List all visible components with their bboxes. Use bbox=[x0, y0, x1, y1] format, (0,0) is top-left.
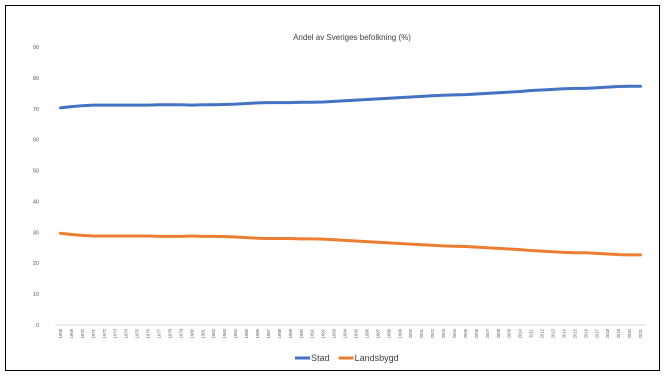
x-tick-label: 1975 bbox=[135, 328, 140, 338]
x-tick-label: 2002 bbox=[430, 328, 435, 338]
y-axis: 0 10 20 30 40 50 60 70 80 90 bbox=[33, 45, 39, 329]
x-tick-label: 1997 bbox=[375, 328, 380, 338]
x-tick-label: 1970 bbox=[80, 328, 85, 338]
y-tick-label: 30 bbox=[33, 230, 39, 236]
x-tick-label: 2001 bbox=[419, 328, 424, 338]
legend-label: Stad bbox=[311, 353, 330, 363]
chart-area: Andel av Sveriges befolkning (%) 0 10 20 30… bbox=[5, 5, 660, 371]
legend: Stad Landsbygd bbox=[295, 353, 399, 363]
x-tick-label: 1969 bbox=[69, 328, 74, 338]
y-tick-label: 80 bbox=[33, 76, 39, 82]
x-tick-label: 1971 bbox=[91, 328, 96, 338]
chart-title: Andel av Sveriges befolkning (%) bbox=[293, 33, 411, 42]
x-tick-label: 1993 bbox=[332, 328, 337, 338]
x-tick-label: 1987 bbox=[266, 328, 271, 338]
x-tick-label: 2004 bbox=[452, 328, 457, 338]
series-line-stad bbox=[58, 84, 643, 110]
x-tick-label: 1979 bbox=[178, 328, 183, 338]
y-tick-label: 50 bbox=[33, 169, 39, 175]
x-tick-label: 1989 bbox=[288, 328, 293, 338]
x-tick-label: 1992 bbox=[321, 328, 326, 338]
x-tick-label: 2017 bbox=[594, 328, 599, 338]
x-tick-label: 1999 bbox=[397, 328, 402, 338]
x-tick-label: 1991 bbox=[310, 328, 315, 338]
x-tick-label: 2011 bbox=[529, 328, 534, 338]
y-tick-label: 0 bbox=[36, 323, 39, 329]
x-tick-label: 1980 bbox=[189, 328, 194, 338]
x-tick-label: 2006 bbox=[474, 328, 479, 338]
x-tick-label: 2005 bbox=[463, 328, 468, 338]
y-tick-label: 10 bbox=[33, 292, 39, 298]
x-tick-label: 1996 bbox=[364, 328, 369, 338]
legend-label: Landsbygd bbox=[355, 353, 399, 363]
y-tick-label: 40 bbox=[33, 199, 39, 205]
x-tick-label: 1974 bbox=[124, 328, 129, 338]
x-tick-label: 2016 bbox=[583, 328, 588, 338]
x-tick-label: 2015 bbox=[572, 328, 577, 338]
x-tick-label: 1988 bbox=[277, 328, 282, 338]
x-tick-label: 2021 bbox=[638, 328, 643, 338]
x-tick-label: 1983 bbox=[222, 328, 227, 338]
x-tick-label: 2010 bbox=[518, 328, 523, 338]
x-tick-label: 1998 bbox=[386, 328, 391, 338]
y-tick-label: 60 bbox=[33, 138, 39, 144]
x-tick-label: 1990 bbox=[299, 328, 304, 338]
x-axis: 1968 1969 1970 1971 1972 1973 1974 1975 1976 1977… bbox=[55, 324, 646, 338]
x-tick-label: 1986 bbox=[255, 328, 260, 338]
x-tick-label: 2009 bbox=[507, 328, 512, 338]
x-tick-label: 1976 bbox=[146, 328, 151, 338]
x-tick-label: 1985 bbox=[244, 328, 249, 338]
x-tick-label: 2014 bbox=[561, 328, 566, 338]
x-tick-label: 2020 bbox=[627, 328, 632, 338]
x-tick-label: 1994 bbox=[343, 328, 348, 338]
x-tick-label: 2003 bbox=[441, 328, 446, 338]
series-line-landsbygd bbox=[58, 231, 643, 257]
x-tick-label: 2019 bbox=[616, 328, 621, 338]
x-tick-label: 2018 bbox=[605, 328, 610, 338]
y-tick-label: 90 bbox=[33, 45, 39, 51]
series-layer bbox=[58, 84, 643, 257]
x-tick-label: 1972 bbox=[102, 328, 107, 338]
x-tick-label: 2000 bbox=[408, 328, 413, 338]
x-tick-label: 1968 bbox=[58, 328, 63, 338]
y-tick-label: 70 bbox=[33, 107, 39, 113]
x-tick-label: 1981 bbox=[200, 328, 205, 338]
x-tick-label: 1973 bbox=[113, 328, 118, 338]
x-tick-label: 1977 bbox=[156, 328, 161, 338]
x-tick-label: 2013 bbox=[550, 328, 555, 338]
x-tick-label: 1995 bbox=[353, 328, 358, 338]
y-tick-label: 20 bbox=[33, 261, 39, 267]
x-tick-label: 1982 bbox=[211, 328, 216, 338]
x-tick-label: 2008 bbox=[496, 328, 501, 338]
x-tick-label: 2012 bbox=[540, 328, 545, 338]
x-tick-label: 2007 bbox=[485, 328, 490, 338]
x-tick-label: 1978 bbox=[167, 328, 172, 338]
line-chart: Andel av Sveriges befolkning (%) 0 10 20 30… bbox=[33, 33, 646, 363]
x-tick-label: 1984 bbox=[233, 328, 238, 338]
